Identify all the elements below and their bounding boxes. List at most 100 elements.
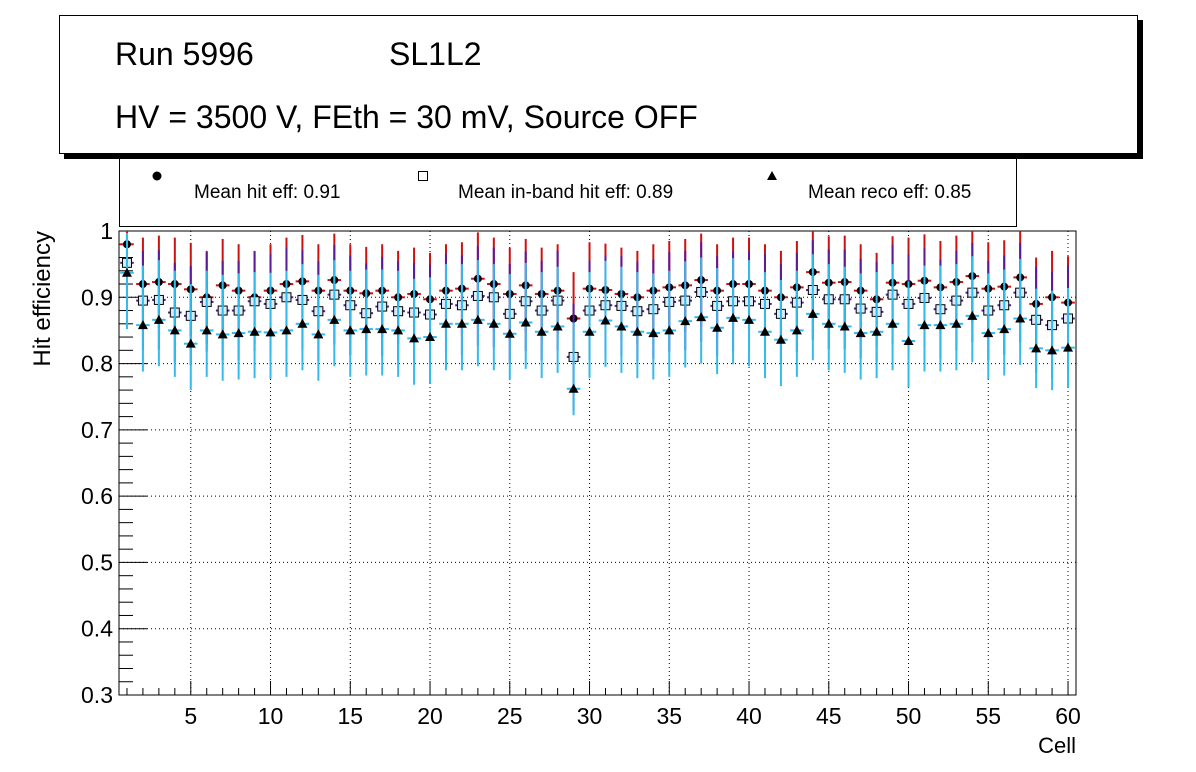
x-axis-label: Cell [1038, 733, 1076, 758]
legend-hit-label: Mean hit eff: 0.91 [194, 182, 341, 203]
reco-point [425, 332, 436, 342]
x-tick-label: 10 [258, 703, 284, 729]
reco-point [329, 314, 340, 324]
grid-lines [119, 231, 1076, 695]
legend-inband-label: Mean in-band hit eff: 0.89 [458, 182, 674, 203]
legend-hit-marker-icon [152, 171, 162, 181]
reco-point [440, 318, 451, 328]
reco-point [504, 328, 515, 338]
reco-point [393, 325, 404, 335]
series-inband [120, 232, 1075, 410]
reco-point [185, 338, 196, 348]
reco-point [536, 326, 547, 336]
reco-point [1031, 343, 1042, 353]
x-tick-label: 50 [896, 703, 922, 729]
plot-frame [118, 230, 1077, 696]
reco-point [169, 325, 180, 335]
reco-point [759, 326, 770, 336]
reco-point [552, 321, 563, 331]
y-tick-label: 0.4 [81, 616, 113, 642]
series-hit [120, 231, 1075, 365]
reco-point [903, 336, 914, 346]
reco-point [871, 326, 882, 336]
legend-inband-marker-icon [418, 171, 428, 181]
reco-point [472, 314, 483, 324]
x-tick-label: 5 [184, 703, 197, 729]
reco-point [233, 328, 244, 338]
reco-point [839, 321, 850, 331]
reco-point [568, 383, 579, 393]
reco-point [999, 324, 1010, 334]
legend-reco-label: Mean reco eff: 0.85 [808, 182, 972, 203]
x-tick-label: 25 [497, 703, 523, 729]
reco-point [855, 328, 866, 338]
y-tick-label: 0.3 [81, 682, 113, 708]
y-tick-label: 0.9 [81, 284, 113, 310]
reco-point [281, 325, 292, 335]
axis-ticks: 5 10 15 20 25 30 35 40 45 50 55 60 0.3 0.4 0.5 0.6 0.7 0.… [81, 218, 1081, 729]
legend-reco-marker-icon [767, 171, 777, 180]
reco-point [456, 318, 467, 328]
reco-point [584, 326, 595, 336]
reco-point [935, 320, 946, 330]
reco-point [919, 320, 930, 330]
reco-point [887, 318, 898, 328]
reco-point [1015, 313, 1026, 323]
reco-point [807, 308, 818, 318]
reco-point [712, 322, 723, 332]
reco-point [983, 328, 994, 338]
x-tick-label: 40 [736, 703, 762, 729]
reco-point [791, 325, 802, 335]
y-tick-label: 0.8 [81, 351, 113, 377]
reco-point [696, 312, 707, 322]
reco-point [137, 320, 148, 330]
reco-point [377, 324, 388, 334]
x-tick-label: 45 [816, 703, 842, 729]
reco-point [488, 318, 499, 328]
reco-point [217, 329, 228, 339]
data-points [120, 231, 1075, 416]
y-tick-label: 1 [100, 218, 113, 244]
x-tick-label: 35 [656, 703, 682, 729]
x-tick-label: 30 [577, 703, 603, 729]
reco-point [345, 325, 356, 335]
reco-point [680, 316, 691, 326]
reco-point [967, 310, 978, 320]
reco-point [1047, 345, 1058, 355]
run-info-box: Run 5996 SL1L2 HV = 3500 V, FEth = 30 mV… [59, 15, 1138, 154]
y-tick-label: 0.5 [81, 549, 113, 575]
run-number: Run 5996 [115, 36, 254, 72]
reco-point [249, 326, 260, 336]
reco-point [616, 321, 627, 331]
reco-point [361, 324, 372, 334]
legend: Mean hit eff: 0.91 Mean in-band hit eff:… [119, 156, 1017, 227]
reco-point [121, 267, 132, 277]
reco-point [600, 315, 611, 325]
reco-point [744, 314, 755, 324]
reco-point [409, 333, 420, 343]
x-tick-label: 60 [1055, 703, 1081, 729]
reco-point [1063, 342, 1074, 352]
reco-point [520, 317, 531, 327]
reco-point [648, 328, 659, 338]
run-conditions: HV = 3500 V, FEth = 30 mV, Source OFF [115, 99, 698, 135]
reco-point [201, 325, 212, 335]
series-reco [120, 232, 1075, 416]
x-tick-label: 20 [417, 703, 443, 729]
reco-point [664, 325, 675, 335]
reco-point [632, 326, 643, 336]
reco-point [297, 318, 308, 328]
x-tick-label: 55 [975, 703, 1001, 729]
reco-point [823, 318, 834, 328]
y-axis-label: Hit efficiency [29, 231, 56, 367]
reco-point [153, 314, 164, 324]
reco-point [265, 327, 276, 337]
x-tick-label: 15 [337, 703, 363, 729]
reco-point [951, 318, 962, 328]
reco-point [728, 312, 739, 322]
y-tick-label: 0.7 [81, 417, 113, 443]
reco-point [313, 329, 324, 339]
reco-point [775, 334, 786, 344]
layer-name: SL1L2 [389, 36, 482, 72]
